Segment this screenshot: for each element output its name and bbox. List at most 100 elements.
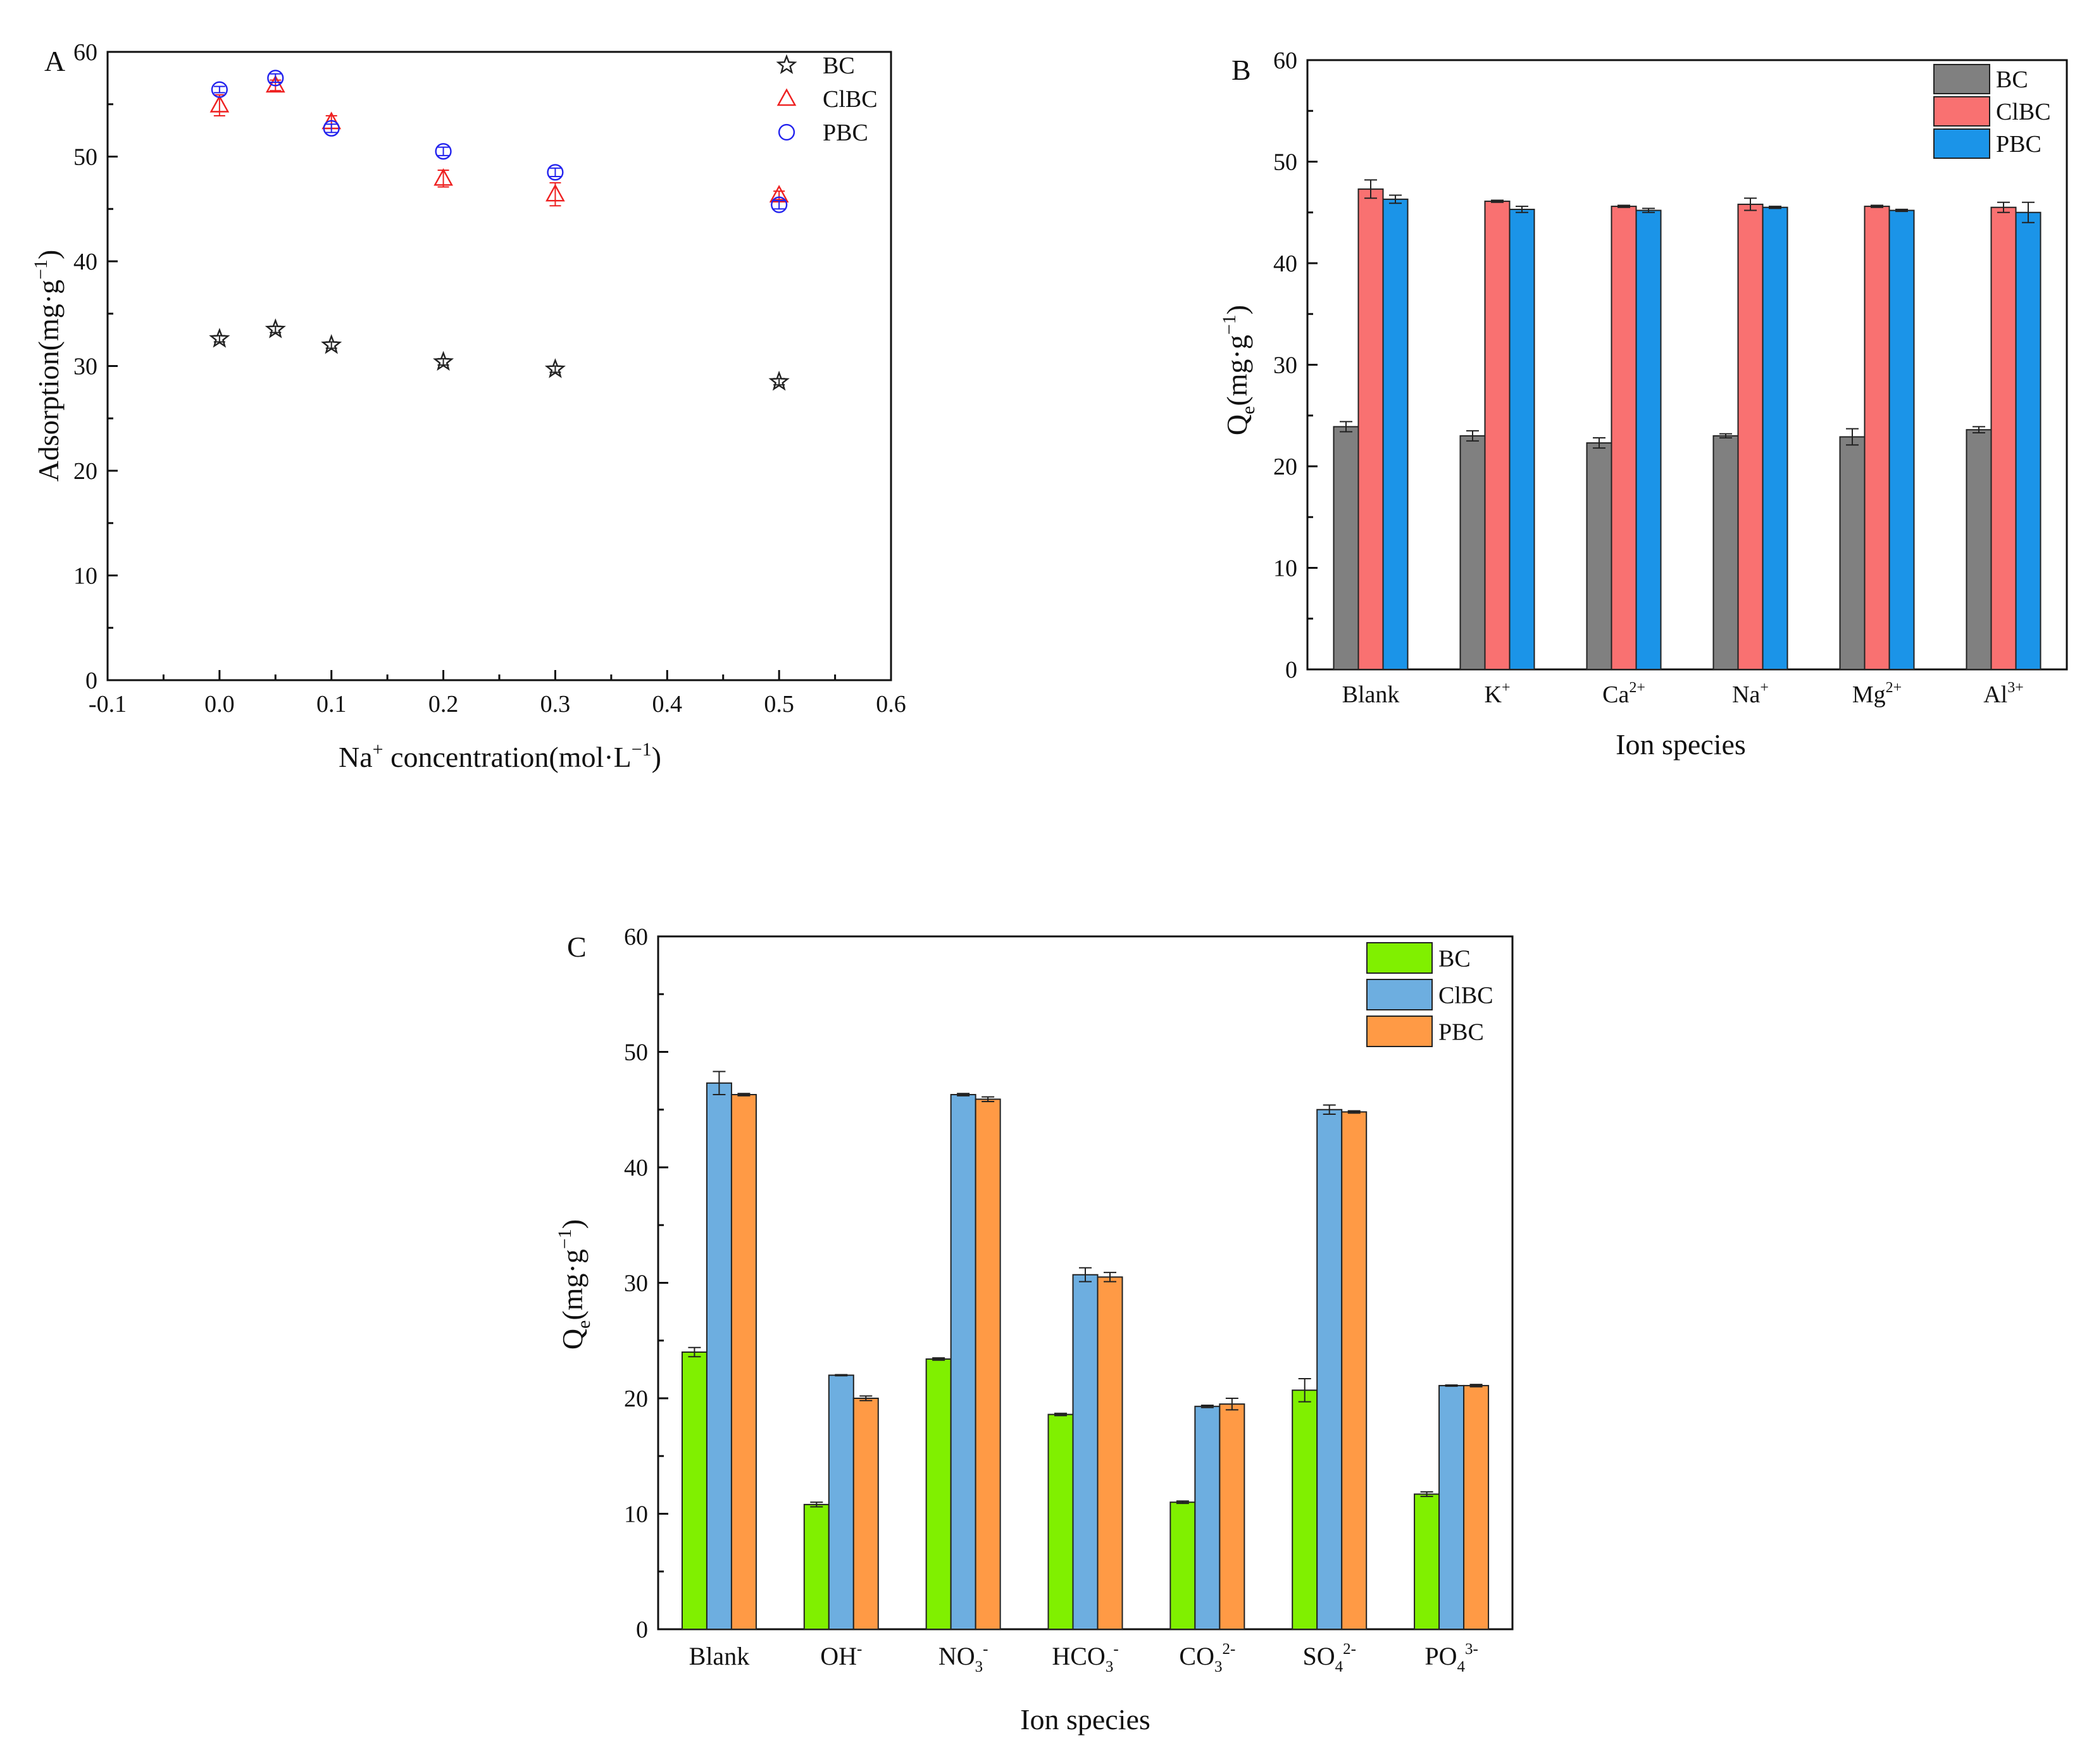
- bar: [1463, 1384, 1490, 1630]
- panel-label: A: [44, 45, 65, 77]
- bar: [1382, 198, 1409, 670]
- legend-swatch: [1933, 64, 1990, 94]
- series-pbc: [730, 1093, 1490, 1630]
- legend-label: PBC: [1438, 1019, 1484, 1045]
- bar: [730, 1094, 757, 1630]
- bar: [852, 1398, 879, 1630]
- x-tick-label: 0.0: [204, 691, 235, 717]
- series-pbc: [1382, 194, 2041, 671]
- plot-frame: [106, 51, 892, 681]
- panel-a: 0 10 20 30 40 50 60 -0.1 0.0 0.1 0.2 0.3 0.4 0.5 0.6 A N…: [30, 39, 906, 773]
- legend-label: ClBC: [823, 86, 878, 113]
- category-label: Blank: [689, 1642, 750, 1670]
- legend-swatch: [1366, 979, 1433, 1010]
- panel-c: 0 10 20 30 40 50 60 Blank OH- NO3- HCO3- CO32- SO42-…: [554, 924, 1514, 1736]
- y-tick-label: 30: [73, 354, 97, 380]
- data-point: [435, 143, 452, 160]
- bar: [1072, 1274, 1099, 1630]
- data-point: [768, 370, 790, 391]
- y-tick-label: 50: [624, 1040, 648, 1066]
- bar: [1438, 1384, 1465, 1630]
- data-point: [433, 351, 454, 371]
- category-label: NO3-: [938, 1641, 988, 1675]
- category-label: CO32-: [1179, 1641, 1235, 1675]
- data-point: [211, 81, 228, 98]
- y-tick-label: 10: [73, 563, 97, 590]
- data-point: [265, 318, 286, 339]
- category-label: PO43-: [1424, 1641, 1478, 1675]
- y-tick-label: 40: [1273, 251, 1297, 277]
- bar: [1316, 1109, 1343, 1630]
- category-label: K+: [1485, 680, 1511, 708]
- category-label: SO42-: [1302, 1641, 1356, 1675]
- bar: [1219, 1403, 1245, 1630]
- category-label: OH-: [820, 1641, 862, 1670]
- y-tick-label: 20: [624, 1386, 648, 1412]
- bar: [2015, 211, 2041, 670]
- y-tick-label: 60: [73, 39, 97, 66]
- series-clbc: [1357, 179, 2017, 671]
- category-label: Al3+: [1983, 680, 2024, 708]
- x-tick-label: 0.1: [316, 691, 347, 717]
- x-axis-title: Ion species: [1616, 728, 1746, 761]
- category-label: Blank: [1342, 681, 1400, 708]
- bar: [1712, 435, 1739, 670]
- series-clbc: [209, 75, 789, 207]
- category-label: HCO3-: [1052, 1641, 1118, 1675]
- y-tick-label: 40: [624, 1155, 648, 1181]
- category-label: Mg2+: [1852, 680, 1902, 708]
- y-tick-label: 10: [624, 1501, 648, 1528]
- bar: [925, 1358, 952, 1630]
- series-bc: [1333, 421, 1992, 671]
- series-bc: [209, 318, 790, 391]
- legend-swatch: [1366, 1016, 1433, 1047]
- y-tick-label: 0: [85, 668, 97, 694]
- data-point: [267, 70, 284, 87]
- bar: [1414, 1493, 1440, 1630]
- legend-label: BC: [1438, 945, 1471, 972]
- category-label: Ca2+: [1602, 680, 1645, 708]
- bar: [803, 1503, 830, 1630]
- y-tick-label: 0: [636, 1617, 648, 1643]
- x-tick-label: 0.3: [540, 691, 571, 717]
- bar: [1635, 209, 1662, 671]
- x-axis-title: Na+ concentration(mol·L−1): [339, 739, 661, 773]
- data-point: [771, 196, 788, 213]
- legend-label: PBC: [823, 120, 868, 146]
- y-tick-label: 60: [1273, 47, 1297, 74]
- data-point: [209, 328, 230, 348]
- bar: [1097, 1276, 1123, 1630]
- bar: [1357, 188, 1384, 670]
- data-point: [321, 333, 342, 354]
- y-tick-label: 50: [73, 144, 97, 171]
- x-tick-label: 0.6: [876, 691, 906, 717]
- data-point: [323, 120, 340, 137]
- bar: [706, 1082, 732, 1630]
- x-tick-label: 0.4: [652, 691, 683, 717]
- legend-label: BC: [1996, 66, 2028, 93]
- bar: [1864, 206, 1890, 670]
- legend-label: BC: [823, 53, 855, 79]
- y-axis-title: Qe(mg·g−1): [1219, 305, 1259, 435]
- bar: [1047, 1413, 1074, 1630]
- data-point: [433, 168, 453, 186]
- y-tick-label: 30: [1273, 352, 1297, 379]
- x-tick-label: 0.5: [764, 691, 794, 717]
- bar: [1990, 206, 2017, 671]
- legend-label: PBC: [1996, 131, 2041, 158]
- bar: [828, 1374, 854, 1630]
- bar: [1194, 1405, 1221, 1630]
- legend-swatch: [1366, 942, 1433, 974]
- bar: [950, 1094, 976, 1630]
- legend-marker: [776, 88, 797, 106]
- series-pbc: [211, 70, 788, 213]
- y-tick-label: 60: [624, 924, 648, 950]
- legend-marker: [778, 123, 795, 141]
- legend-marker: [776, 54, 797, 75]
- bar: [1333, 426, 1359, 671]
- panel-label: B: [1231, 54, 1251, 86]
- bar: [1484, 201, 1511, 671]
- bar: [1459, 435, 1486, 670]
- bar: [975, 1098, 1001, 1630]
- bar: [1292, 1389, 1318, 1630]
